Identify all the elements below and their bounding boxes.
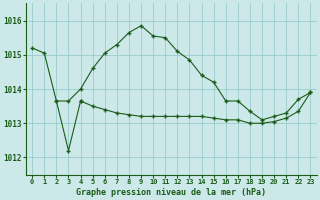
X-axis label: Graphe pression niveau de la mer (hPa): Graphe pression niveau de la mer (hPa) <box>76 188 266 197</box>
